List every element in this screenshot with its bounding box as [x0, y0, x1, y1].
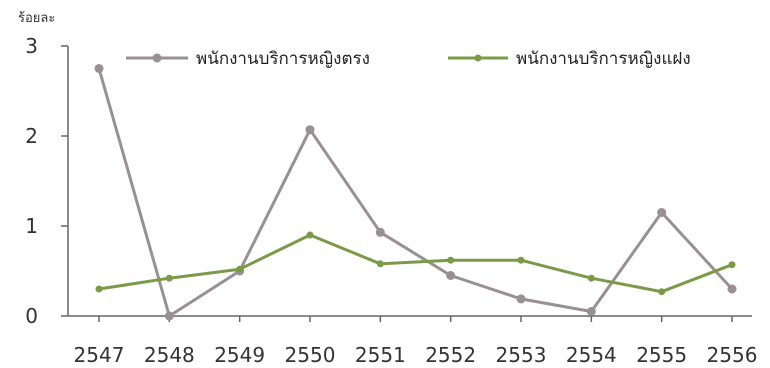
series-layer — [94, 64, 737, 321]
data-point-series-2-2548 — [165, 274, 173, 282]
x-tick-label-2547: 2547 — [74, 343, 125, 367]
y-tick-label-3: 3 — [25, 34, 38, 58]
data-point-series-2-2549 — [236, 265, 244, 273]
legend-marker-series-2 — [474, 54, 482, 62]
x-tick-label-2548: 2548 — [144, 343, 195, 367]
data-point-series-1-2552 — [446, 271, 456, 280]
data-point-series-1-2556 — [727, 284, 737, 294]
series-line-1 — [97, 68, 734, 318]
legend: พนักงานบริการหญิงตรง พนักงานบริการหญิงแฝ… — [126, 49, 691, 69]
x-tick-label-2549: 2549 — [214, 343, 265, 367]
x-tick-label-2552: 2552 — [425, 343, 476, 367]
x-tick-label-2556: 2556 — [707, 343, 758, 367]
data-point-series-1-2548 — [164, 311, 174, 321]
data-point-series-2-2551 — [376, 260, 384, 268]
y-tick-label-1: 1 — [25, 214, 38, 238]
y-tick-label-0: 0 — [25, 304, 38, 328]
data-point-series-1-2547 — [94, 64, 104, 73]
data-point-series-2-2555 — [658, 288, 666, 296]
legend-label-series-2: พนักงานบริการหญิงแฝง — [516, 49, 691, 69]
x-tick-label-2553: 2553 — [496, 343, 547, 367]
x-tick-label-2555: 2555 — [636, 343, 687, 367]
data-point-series-2-2553 — [517, 256, 525, 264]
data-point-series-2-2556 — [728, 261, 736, 269]
series-line-2 — [98, 233, 733, 294]
data-point-series-1-2551 — [375, 227, 385, 237]
data-point-series-2-2547 — [95, 285, 103, 293]
y-axis-ticks: 0 1 2 3 — [25, 34, 68, 328]
x-tick-label-2551: 2551 — [355, 343, 406, 367]
data-point-series-2-2554 — [587, 274, 595, 282]
legend-marker-series-1 — [152, 53, 162, 63]
legend-item-series-2: พนักงานบริการหญิงแฝง — [448, 49, 691, 69]
x-axis-ticks: 2547 2548 2549 2550 2551 2552 2553 2554 2555 2556 — [74, 316, 758, 367]
data-point-series-2-2552 — [447, 256, 455, 264]
data-point-series-1-2550 — [305, 125, 315, 135]
data-point-series-1-2555 — [657, 208, 667, 217]
legend-label-series-1: พนักงานบริการหญิงตรง — [196, 49, 370, 69]
data-point-series-1-2553 — [516, 294, 526, 304]
y-tick-label-2: 2 — [25, 124, 38, 148]
x-tick-label-2554: 2554 — [566, 343, 617, 367]
y-axis-unit-label: ร้อยละ — [18, 11, 55, 26]
legend-item-series-1: พนักงานบริการหญิงตรง — [126, 49, 370, 69]
x-tick-label-2550: 2550 — [285, 343, 336, 367]
data-point-series-1-2554 — [586, 307, 596, 316]
data-point-series-2-2550 — [306, 231, 314, 239]
